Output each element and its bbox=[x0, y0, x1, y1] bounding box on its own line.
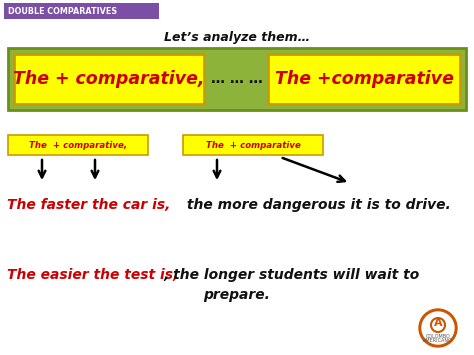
Text: , the longer students will wait to: , the longer students will wait to bbox=[163, 268, 419, 282]
Text: the more dangerous it is to drive.: the more dangerous it is to drive. bbox=[182, 198, 451, 212]
FancyBboxPatch shape bbox=[4, 3, 159, 19]
Circle shape bbox=[422, 312, 454, 344]
Text: The easier the test is,: The easier the test is, bbox=[7, 268, 178, 282]
Text: A: A bbox=[434, 318, 442, 328]
Text: DOUBLE COMPARATIVES: DOUBLE COMPARATIVES bbox=[8, 7, 117, 16]
FancyBboxPatch shape bbox=[268, 54, 460, 104]
Text: The faster the car is,: The faster the car is, bbox=[7, 198, 170, 212]
Text: The  + comparative: The + comparative bbox=[206, 141, 301, 149]
FancyBboxPatch shape bbox=[183, 135, 323, 155]
Text: COLOMBO: COLOMBO bbox=[426, 334, 450, 339]
Text: … … …: … … … bbox=[211, 72, 263, 86]
Text: The + comparative,: The + comparative, bbox=[13, 70, 205, 88]
FancyBboxPatch shape bbox=[14, 54, 204, 104]
FancyBboxPatch shape bbox=[8, 48, 466, 110]
Text: The +comparative: The +comparative bbox=[274, 70, 454, 88]
Text: Let’s analyze them…: Let’s analyze them… bbox=[164, 32, 310, 44]
Text: prepare.: prepare. bbox=[203, 288, 271, 302]
Circle shape bbox=[419, 309, 457, 347]
Text: AMERICANO: AMERICANO bbox=[423, 339, 453, 344]
Text: The  + comparative,: The + comparative, bbox=[29, 141, 127, 149]
FancyBboxPatch shape bbox=[8, 135, 148, 155]
